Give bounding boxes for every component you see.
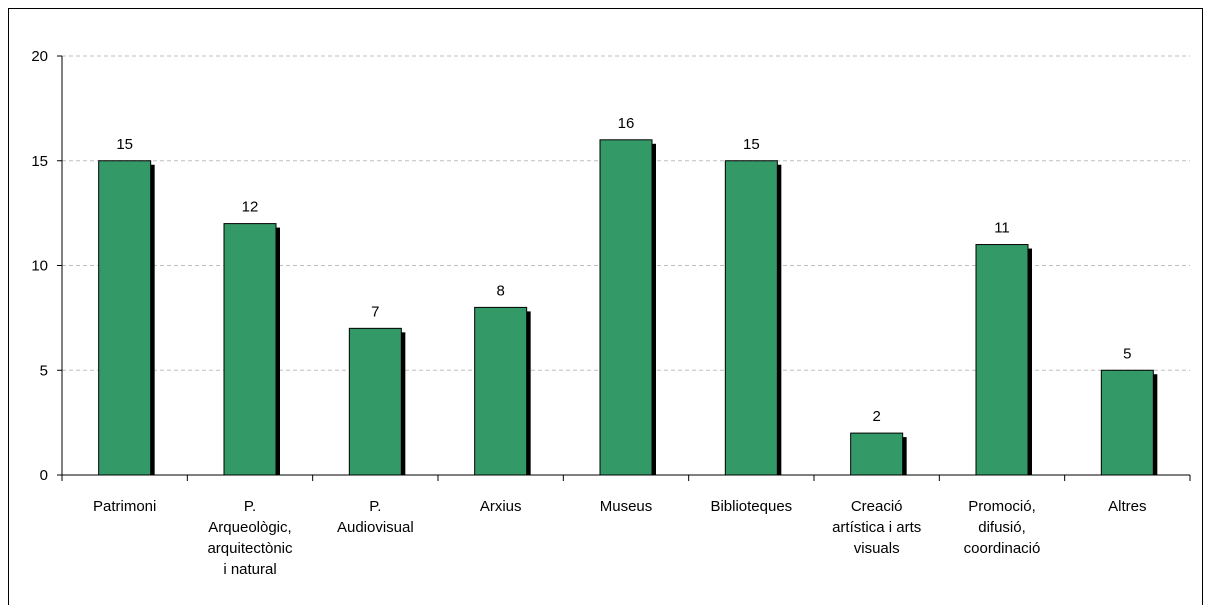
bar [98,160,152,476]
x-tick-label-line: artística i arts [832,519,921,536]
x-tick-label: Promoció, difusió, coordinació [964,498,1041,557]
x-tick-label-line: P. [369,498,381,515]
x-tick-label-line: Museus [600,498,653,515]
data-label: 7 [371,303,379,320]
x-tick-label-line: Arxius [480,498,522,515]
data-label: 12 [242,199,259,216]
x-tick-label: Patrimoni [93,498,156,515]
data-label: 8 [496,282,504,299]
x-tick-label-line: Biblioteques [710,498,792,515]
y-tick-label: 20 [31,48,48,65]
x-tick-label: P. Audiovisual [337,498,414,536]
x-tick-label: Creació artística i arts visuals [832,498,921,557]
x-tick-label-line: Altres [1108,498,1146,515]
data-label: 11 [994,220,1010,237]
bar [223,223,277,476]
y-tick-label: 0 [40,467,48,484]
bar [474,306,528,476]
bar [850,432,904,476]
x-tick-label: P. Arqueològic, arquitectònic i natural [207,498,293,578]
y-tick-label: 15 [31,153,48,170]
bar [348,327,402,476]
labels: 0 5 10 15 20 15 12 7 8 16 15 2 11 5 Patrimoni P. Arqueol… [31,48,1146,578]
x-tick-label: Museus [600,498,653,515]
y-tick-label: 10 [31,258,48,275]
chart-frame [8,8,1203,605]
bar [975,244,1029,476]
bar [1100,369,1154,476]
x-tick-label: Biblioteques [710,498,792,515]
x-tick-label-line: P. [244,498,256,515]
y-tick-label: 5 [40,362,48,379]
x-tick-label-line: Promoció, [968,498,1036,515]
x-tick-label: Altres [1108,498,1146,515]
x-tick-label-line: arquitectònic [207,540,293,557]
x-tick-label-line: Creació [851,498,903,515]
x-tick-label-line: Arqueològic, [208,519,291,536]
data-label: 15 [116,136,133,153]
bar [599,139,653,476]
x-tick-label-line: difusió, [978,519,1026,536]
x-tick-label: Arxius [480,498,522,515]
axes [57,55,1191,481]
x-tick-label-line: coordinació [964,540,1041,557]
bars [98,139,1158,476]
data-label: 15 [743,136,760,153]
x-tick-label-line: i natural [223,561,276,578]
data-label: 5 [1123,345,1131,362]
x-tick-label-line: visuals [854,540,900,557]
data-label: 2 [872,408,880,425]
data-label: 16 [618,115,635,132]
x-tick-label-line: Audiovisual [337,519,414,536]
bar [724,160,778,476]
x-tick-label-line: Patrimoni [93,498,156,515]
